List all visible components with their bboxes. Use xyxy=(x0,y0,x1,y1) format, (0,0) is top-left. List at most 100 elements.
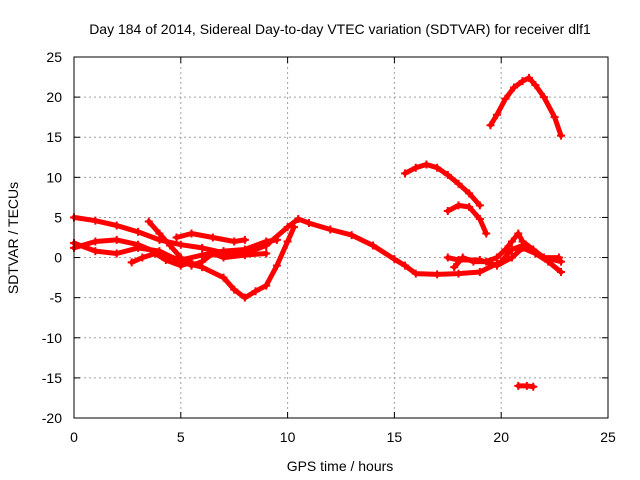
data-point xyxy=(187,229,196,238)
data-point xyxy=(294,215,303,224)
x-tick-label: 20 xyxy=(493,429,509,445)
data-point xyxy=(411,163,420,172)
data-point xyxy=(176,261,185,270)
data-point xyxy=(369,241,378,250)
data-point xyxy=(514,229,523,238)
y-tick-label: 20 xyxy=(46,89,62,105)
data-point xyxy=(172,233,181,242)
data-series xyxy=(70,73,566,391)
data-point xyxy=(465,189,474,198)
data-point xyxy=(401,261,410,270)
x-tick-label: 10 xyxy=(280,429,296,445)
x-tick-label: 0 xyxy=(70,429,78,445)
data-point xyxy=(524,73,533,82)
data-point xyxy=(475,267,484,276)
data-point xyxy=(262,249,271,258)
data-point xyxy=(454,269,463,278)
data-point xyxy=(112,221,121,230)
data-point xyxy=(326,225,335,234)
data-point xyxy=(433,270,442,279)
data-point xyxy=(475,215,484,224)
data-point xyxy=(112,235,121,244)
series-line-arc-4 xyxy=(146,219,269,269)
data-point xyxy=(443,207,452,216)
data-point xyxy=(240,235,249,244)
data-point xyxy=(501,94,510,103)
data-point xyxy=(272,235,281,244)
data-point xyxy=(138,253,147,262)
data-point xyxy=(454,201,463,210)
data-point xyxy=(198,243,207,252)
data-point xyxy=(91,247,100,256)
data-point xyxy=(507,253,516,262)
y-tick-label: -5 xyxy=(50,290,63,306)
data-point xyxy=(486,121,495,130)
data-point xyxy=(240,251,249,260)
data-point xyxy=(304,219,313,228)
data-point xyxy=(475,201,484,210)
grid xyxy=(74,57,608,418)
data-point xyxy=(557,257,566,266)
y-tick-label: -15 xyxy=(42,370,62,386)
data-point xyxy=(187,258,196,267)
y-tick-label: -20 xyxy=(42,410,62,426)
data-point xyxy=(557,131,566,140)
data-point xyxy=(208,233,217,242)
data-point xyxy=(557,267,566,276)
data-point xyxy=(219,253,228,262)
data-point xyxy=(240,293,249,302)
data-point xyxy=(151,249,160,258)
data-point xyxy=(443,253,452,262)
y-tick-label: 25 xyxy=(46,49,62,65)
y-tick-label: 5 xyxy=(54,209,62,225)
data-point xyxy=(518,243,527,252)
y-tick-label: -10 xyxy=(42,330,62,346)
series-line-arc-9 xyxy=(488,75,564,139)
data-point xyxy=(230,285,239,294)
data-point xyxy=(510,83,519,92)
x-tick-label: 15 xyxy=(387,429,403,445)
data-point xyxy=(134,227,143,236)
axis-ticks: 0 5 10 15 20 25 -20 -15 -10 -5 0 5 10 15 20 25 xyxy=(42,49,616,445)
data-point xyxy=(411,269,420,278)
data-point xyxy=(401,169,410,178)
data-point xyxy=(422,160,431,169)
data-point xyxy=(230,237,239,246)
data-point xyxy=(454,255,463,264)
data-point xyxy=(219,273,228,282)
data-point xyxy=(290,223,299,232)
data-point xyxy=(198,257,207,266)
data-point xyxy=(482,229,491,238)
data-point xyxy=(529,382,538,391)
x-tick-label: 25 xyxy=(600,429,616,445)
x-axis-label: GPS time / hours xyxy=(287,458,394,474)
data-point xyxy=(492,110,501,119)
data-point xyxy=(465,203,474,212)
y-tick-label: 0 xyxy=(54,250,62,266)
data-point xyxy=(161,255,170,264)
data-point xyxy=(262,237,271,246)
data-point xyxy=(544,257,553,266)
data-point xyxy=(283,237,292,246)
data-point xyxy=(475,255,484,264)
data-point xyxy=(262,281,271,290)
y-axis-label: SDTVAR / TECUs xyxy=(5,182,21,294)
data-point xyxy=(176,253,185,262)
data-point xyxy=(91,216,100,225)
data-point xyxy=(492,261,501,270)
data-point xyxy=(450,263,459,272)
data-point xyxy=(176,240,185,249)
data-point xyxy=(514,381,523,390)
data-point xyxy=(531,249,540,258)
data-point xyxy=(155,229,164,238)
data-point xyxy=(166,241,175,250)
data-point xyxy=(112,249,121,258)
data-point xyxy=(550,113,559,122)
data-point xyxy=(272,261,281,270)
data-point xyxy=(492,253,501,262)
plot-frame xyxy=(73,56,609,419)
data-point xyxy=(433,163,442,172)
data-point xyxy=(390,255,399,264)
data-point xyxy=(443,170,452,179)
